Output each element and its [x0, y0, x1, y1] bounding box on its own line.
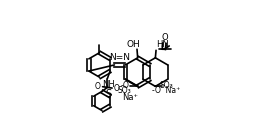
Text: SO₃: SO₃	[118, 86, 132, 95]
Text: -O  Na⁺: -O Na⁺	[152, 86, 180, 95]
Text: S: S	[105, 89, 111, 99]
Text: HN: HN	[156, 40, 169, 49]
Text: N=N: N=N	[109, 53, 130, 62]
Text: -O: -O	[120, 81, 129, 89]
Text: O: O	[161, 33, 168, 42]
Text: NH: NH	[102, 80, 115, 89]
Text: Na⁺: Na⁺	[122, 93, 138, 102]
Text: O: O	[114, 84, 120, 93]
Text: SO₃: SO₃	[159, 81, 173, 89]
Text: OH: OH	[127, 40, 141, 49]
Text: O: O	[95, 82, 101, 91]
